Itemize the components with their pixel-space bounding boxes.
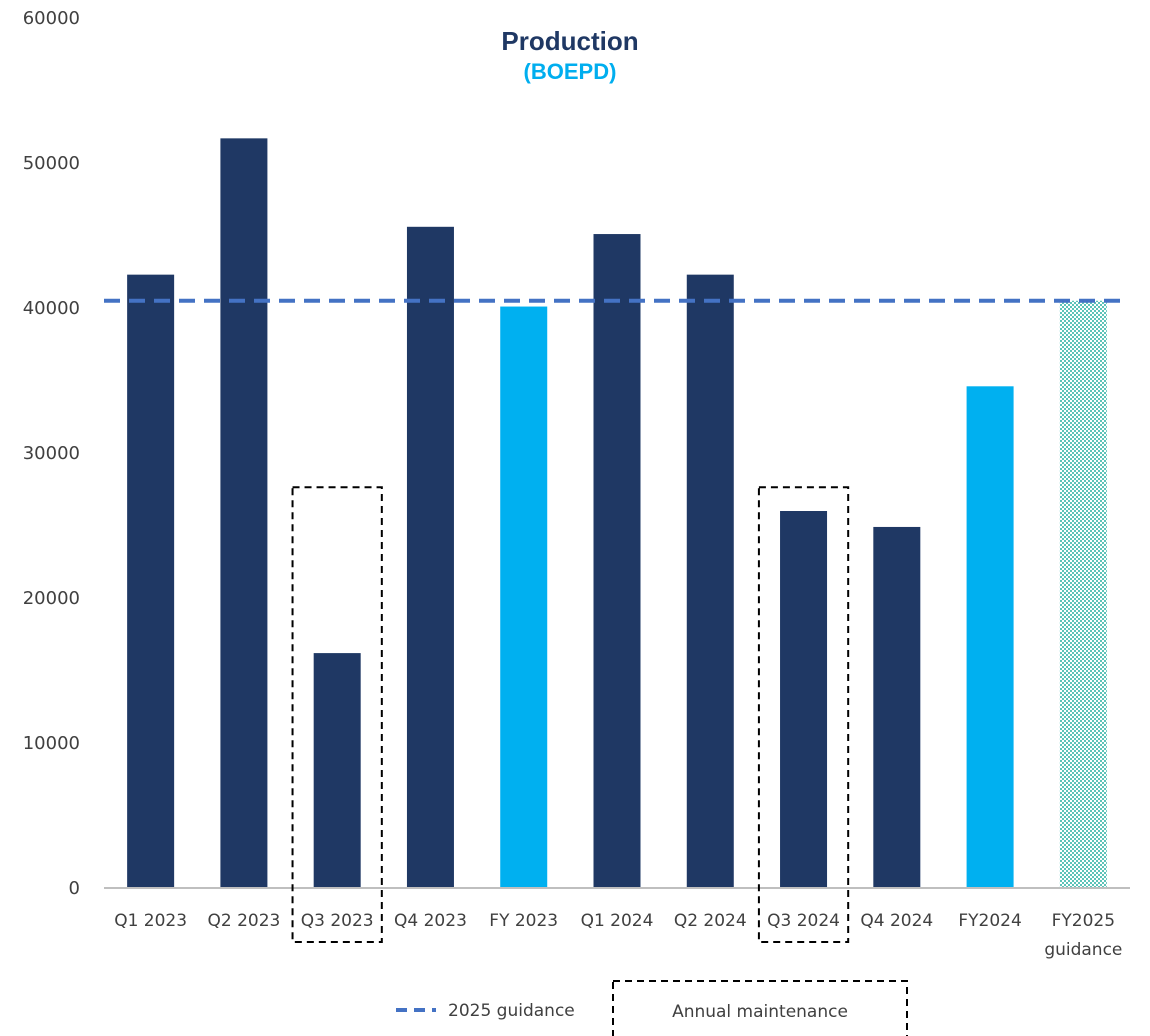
x-category-label: Q2 2023 — [207, 911, 280, 931]
chart-title: Production — [501, 26, 639, 56]
bar-quarter — [220, 138, 268, 889]
bar-quarter — [780, 511, 828, 888]
y-tick-label: 60000 — [23, 8, 80, 29]
legend-maintenance-swatch — [612, 980, 908, 1036]
y-tick-label: 50000 — [23, 153, 80, 174]
bar-fy — [966, 386, 1014, 888]
bar-fy — [500, 306, 548, 888]
y-tick-label: 20000 — [23, 588, 80, 609]
y-tick-label: 40000 — [23, 298, 80, 319]
y-tick-label: 0 — [69, 878, 80, 899]
bar-quarter — [593, 234, 641, 889]
chart-subtitle: (BOEPD) — [523, 59, 617, 84]
x-category-label: Q4 2023 — [394, 911, 467, 931]
annual-maintenance-box — [757, 486, 850, 943]
bar-guidance — [1059, 300, 1107, 888]
legend-maintenance-label: Annual maintenance — [672, 1002, 848, 1022]
x-category-label: Q3 2023 — [301, 911, 374, 931]
bar-quarter — [127, 274, 175, 888]
bar-quarter — [873, 526, 921, 888]
y-tick-label: 30000 — [23, 443, 80, 464]
x-category-label: Q2 2024 — [674, 911, 747, 931]
annual-maintenance-box — [291, 486, 383, 943]
y-tick-label: 10000 — [23, 733, 80, 754]
x-category-label: FY2024 — [958, 911, 1021, 931]
legend-guidance-label: 2025 guidance — [448, 1001, 575, 1021]
bar-quarter — [313, 653, 361, 888]
x-category-label: Q1 2023 — [114, 911, 187, 931]
bar-quarter — [406, 226, 454, 889]
x-category-label: Q3 2024 — [767, 911, 840, 931]
chart-title-block: Production (BOEPD) — [370, 24, 770, 86]
x-category-label: Q1 2024 — [581, 911, 654, 931]
x-category-label: guidance — [1044, 940, 1122, 960]
bar-quarter — [686, 274, 734, 888]
x-category-label: FY 2023 — [489, 911, 558, 931]
x-category-label: FY2025 — [1052, 911, 1115, 931]
x-category-label: Q4 2024 — [860, 911, 933, 931]
